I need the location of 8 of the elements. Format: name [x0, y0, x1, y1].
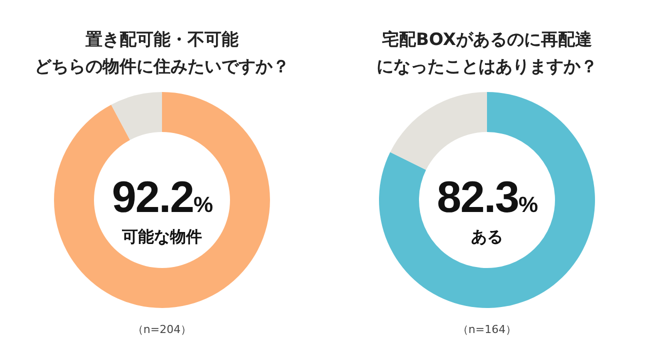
chart-title: 置き配可能・不可能どちらの物件に住みたいですか？: [34, 30, 290, 77]
slice-label: ある: [471, 227, 503, 246]
text: （n=164）: [457, 323, 517, 336]
text: （n=204）: [132, 323, 192, 336]
data-label: 92.2%: [112, 173, 213, 222]
data-label: 82.3%: [436, 173, 538, 222]
slice-label: 可能な物件: [121, 227, 202, 246]
chart-title: 宅配BOXがあるのに再配達になったことはありますか？: [376, 30, 598, 77]
